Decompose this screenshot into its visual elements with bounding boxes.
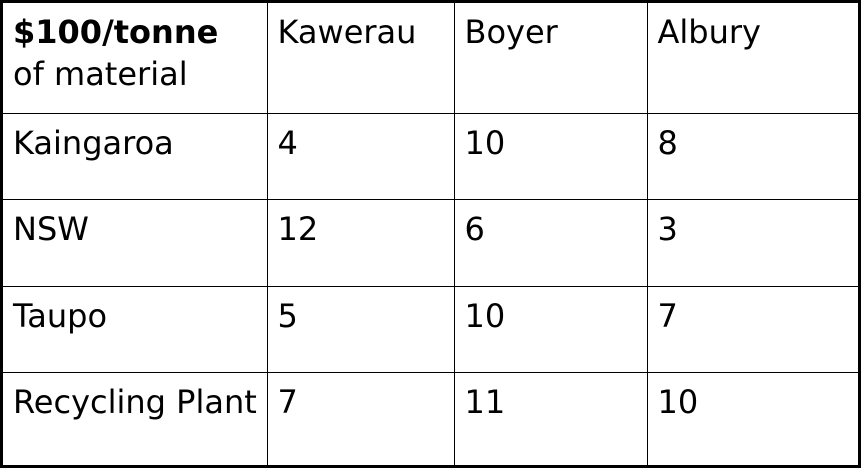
table-row: Recycling Plant 7 11 10 — [3, 372, 861, 465]
table-cell: 4 — [266, 112, 455, 201]
corner-header-subtitle: of material — [13, 55, 188, 93]
table-cell: 7 — [266, 372, 455, 465]
column-header-kawerau: Kawerau — [266, 3, 455, 114]
table-cell: 11 — [453, 372, 648, 465]
table-cell: 10 — [453, 112, 648, 201]
row-label-nsw: NSW — [3, 199, 268, 287]
table-cell: 10 — [453, 285, 648, 374]
column-header-boyer: Boyer — [453, 3, 648, 114]
table-cell: 6 — [453, 199, 648, 287]
table-cell: 5 — [266, 285, 455, 374]
row-label-kaingaroa: Kaingaroa — [3, 112, 268, 201]
table-header-row: $100/tonne of material Kawerau Boyer Alb… — [3, 3, 861, 114]
corner-header-cell: $100/tonne of material — [3, 3, 268, 114]
table-row: Kaingaroa 4 10 8 — [3, 112, 861, 201]
table-cell: 8 — [646, 112, 861, 201]
row-label-recycling-plant: Recycling Plant — [3, 372, 268, 465]
row-label-taupo: Taupo — [3, 285, 268, 374]
table-cell: 12 — [266, 199, 455, 287]
table-cell: 7 — [646, 285, 861, 374]
table-cell: 3 — [646, 199, 861, 287]
cost-table: $100/tonne of material Kawerau Boyer Alb… — [3, 3, 861, 465]
corner-header-title: $100/tonne — [13, 13, 219, 51]
table-cell: 10 — [646, 372, 861, 465]
column-header-albury: Albury — [646, 3, 861, 114]
table-row: Taupo 5 10 7 — [3, 285, 861, 374]
table-row: NSW 12 6 3 — [3, 199, 861, 287]
